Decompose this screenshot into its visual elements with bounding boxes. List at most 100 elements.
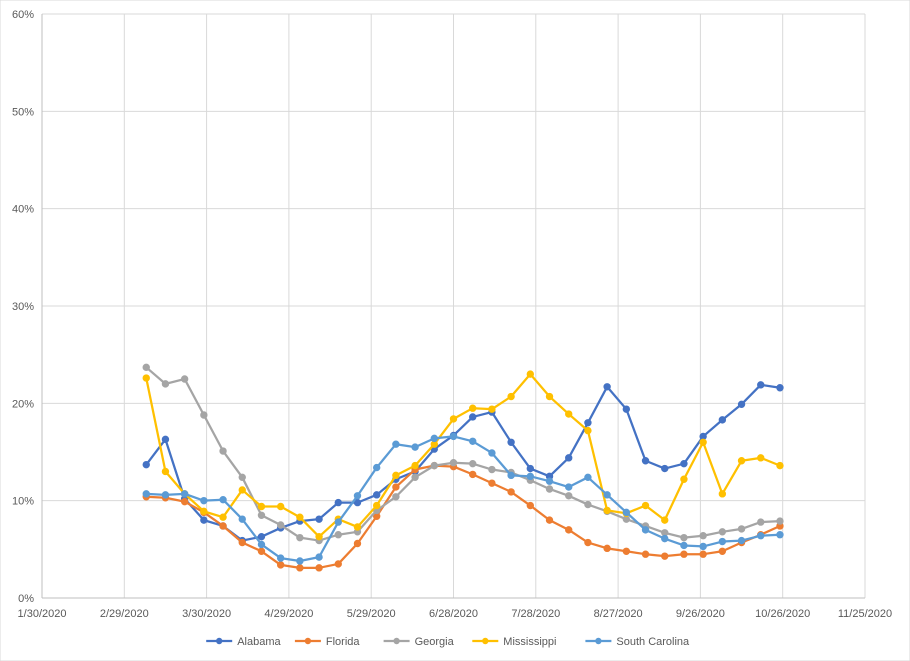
- data-point-mississippi: [392, 471, 400, 480]
- data-point-mississippi: [776, 461, 784, 470]
- legend-label: Alabama: [237, 636, 281, 648]
- data-point-florida: [219, 522, 227, 530]
- x-tick-label: 2/29/2020: [100, 608, 149, 620]
- data-point-mississippi: [737, 457, 746, 465]
- data-point-alabama: [718, 416, 727, 424]
- data-point-florida: [296, 564, 304, 572]
- y-tick-label: 40%: [12, 204, 34, 216]
- data-point-alabama: [737, 400, 746, 409]
- data-point-alabama: [584, 419, 592, 427]
- data-point-georgia: [449, 459, 458, 467]
- data-point-south-carolina: [699, 542, 707, 551]
- data-point-south-carolina: [142, 490, 150, 498]
- data-point-alabama: [680, 459, 688, 468]
- data-point-south-carolina: [469, 437, 477, 445]
- legend-item-georgia: Georgia: [383, 636, 455, 648]
- y-tick-label: 0%: [18, 593, 34, 605]
- data-point-florida: [180, 497, 189, 506]
- data-point-mississippi: [276, 502, 285, 511]
- y-tick-label: 50%: [12, 106, 34, 118]
- data-point-georgia: [488, 465, 496, 474]
- data-point-florida: [622, 547, 631, 555]
- data-point-alabama: [161, 435, 170, 444]
- data-point-georgia: [411, 473, 419, 482]
- data-point-mississippi: [757, 454, 765, 462]
- data-point-mississippi: [449, 415, 458, 423]
- data-point-florida: [276, 561, 285, 569]
- legend-swatch-marker: [216, 637, 223, 645]
- data-point-south-carolina: [257, 540, 266, 549]
- data-point-south-carolina: [526, 472, 535, 481]
- data-point-florida: [469, 470, 477, 479]
- x-tick-label: 11/25/2020: [838, 608, 892, 620]
- data-point-south-carolina: [584, 473, 592, 482]
- data-point-georgia: [430, 461, 438, 470]
- data-point-florida: [526, 501, 535, 510]
- legend-swatch-marker: [595, 637, 602, 645]
- data-point-south-carolina: [776, 531, 784, 539]
- legend-swatch-marker: [482, 637, 489, 645]
- legend-item-florida: Florida: [294, 636, 361, 648]
- data-point-alabama: [372, 491, 381, 499]
- data-point-florida: [718, 547, 727, 555]
- legend-item-south-carolina: South Carolina: [585, 636, 690, 648]
- data-point-georgia: [161, 380, 170, 388]
- data-point-florida: [315, 564, 323, 572]
- data-point-mississippi: [584, 426, 592, 435]
- data-point-georgia: [737, 525, 746, 533]
- x-tick-label: 5/29/2020: [347, 608, 396, 620]
- data-point-south-carolina: [737, 536, 746, 545]
- data-point-mississippi: [680, 475, 688, 483]
- legend-item-mississippi: Mississippi: [472, 636, 556, 648]
- x-axis-tick-labels: 1/30/2020 2/29/2020 3/30/2020 4/29/2020 5/29…: [18, 608, 893, 620]
- data-point-south-carolina: [641, 526, 650, 534]
- data-point-georgia: [200, 411, 208, 419]
- data-point-alabama: [565, 454, 573, 462]
- data-point-florida: [488, 479, 496, 487]
- data-point-florida: [545, 516, 554, 524]
- data-point-mississippi: [257, 502, 266, 511]
- data-point-mississippi: [699, 438, 707, 446]
- x-tick-label: 3/30/2020: [182, 608, 231, 620]
- data-point-alabama: [661, 464, 669, 473]
- data-point-florida: [641, 550, 650, 558]
- data-point-mississippi: [238, 486, 246, 494]
- data-point-south-carolina: [430, 434, 438, 443]
- legend-swatch-marker: [393, 637, 400, 645]
- data-point-alabama: [315, 515, 323, 523]
- data-point-georgia: [776, 517, 784, 525]
- data-point-mississippi: [661, 516, 669, 524]
- data-point-south-carolina: [488, 449, 496, 457]
- data-point-florida: [238, 538, 246, 547]
- data-point-south-carolina: [161, 491, 170, 499]
- data-point-georgia: [718, 528, 727, 536]
- data-point-georgia: [257, 511, 266, 519]
- axes: [41, 14, 865, 599]
- data-point-mississippi: [200, 507, 208, 516]
- legend: Alabama Florida Georgia Mississippi South Ca…: [206, 636, 690, 648]
- data-point-south-carolina: [392, 440, 400, 448]
- data-point-alabama: [622, 405, 631, 413]
- series-line-mississippi: [145, 373, 782, 538]
- data-point-alabama: [776, 384, 784, 392]
- legend-label: Florida: [326, 636, 361, 648]
- data-point-mississippi: [641, 501, 650, 510]
- data-point-south-carolina: [565, 483, 573, 491]
- data-point-georgia: [469, 459, 477, 468]
- data-point-mississippi: [372, 501, 381, 510]
- data-point-south-carolina: [757, 532, 765, 540]
- data-point-florida: [257, 547, 266, 555]
- y-axis-tick-labels: 0% 10% 20% 30% 40% 50% 60%: [12, 9, 34, 605]
- data-point-mississippi: [296, 513, 304, 521]
- data-point-georgia: [276, 521, 285, 529]
- y-tick-label: 10%: [12, 496, 34, 508]
- data-point-alabama: [257, 532, 266, 541]
- data-point-south-carolina: [334, 518, 342, 526]
- data-point-mississippi: [526, 370, 535, 378]
- x-tick-label: 4/29/2020: [264, 608, 313, 620]
- x-tick-label: 9/26/2020: [676, 608, 725, 620]
- legend-label: Mississippi: [503, 636, 556, 648]
- data-point-south-carolina: [545, 477, 554, 485]
- data-point-south-carolina: [219, 495, 227, 504]
